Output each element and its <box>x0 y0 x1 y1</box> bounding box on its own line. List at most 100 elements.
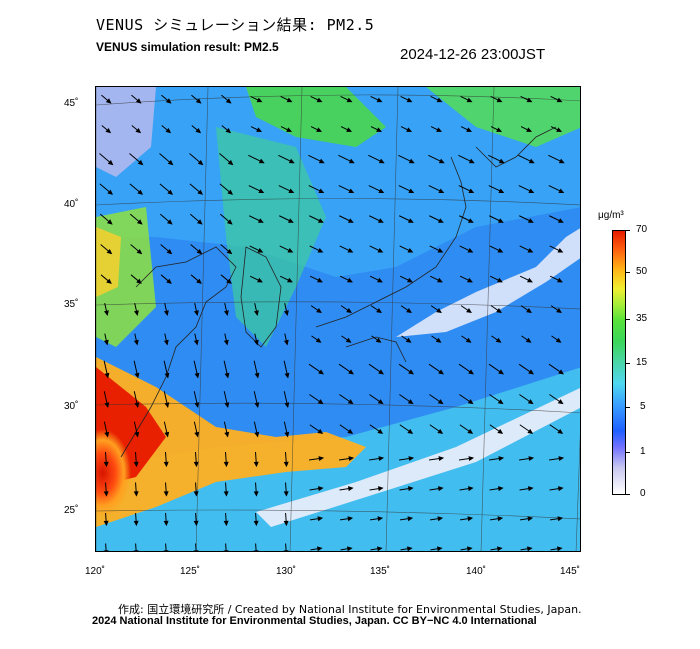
wind-arrow-head <box>436 127 443 132</box>
wind-arrow-head <box>377 486 384 492</box>
wind-arrow-head <box>287 248 294 253</box>
wind-arrow-head <box>167 189 174 195</box>
colorbar-label-15: 15 <box>636 357 648 368</box>
wind-arrow-head <box>347 399 354 405</box>
wind-arrow-head <box>318 456 325 462</box>
lat-label-45: 45˚ <box>64 98 79 109</box>
wind-arrow-head <box>558 369 564 375</box>
wind-arrow-head <box>495 337 502 343</box>
wind-arrow-head <box>527 218 534 223</box>
pm25-map[interactable] <box>95 86 581 552</box>
wind-arrow-head <box>526 546 533 551</box>
lon-label-120: 120˚ <box>85 566 106 577</box>
pm25-yellow-west <box>96 227 121 297</box>
colorbar-tick <box>626 230 630 231</box>
wind-arrow-head <box>527 486 534 492</box>
wind-arrow-head <box>528 158 535 164</box>
colorbar-unit: μg/m³ <box>598 210 624 221</box>
wind-arrow-head <box>103 550 109 551</box>
wind-arrow-head <box>557 516 564 522</box>
wind-arrow-head <box>465 337 472 343</box>
wind-arrow-head <box>466 308 472 314</box>
wind-arrow-head <box>193 550 199 551</box>
wind-arrow-head <box>283 550 289 551</box>
wind-arrow-head <box>283 520 289 527</box>
wind-arrow-head <box>525 337 532 343</box>
forecast-timestamp: 2024-12-26 23:00JST <box>400 46 546 63</box>
wind-arrow-head <box>466 97 473 103</box>
wind-arrow-head <box>556 97 563 103</box>
wind-arrow-shaft <box>225 543 227 551</box>
wind-arrow-head <box>253 461 259 468</box>
wind-arrow-head <box>134 372 140 379</box>
wind-arrow-head <box>467 486 474 492</box>
wind-arrow-head <box>378 369 384 375</box>
wind-arrow-head <box>193 461 199 468</box>
wind-arrow-head <box>498 188 505 193</box>
wind-arrow-head <box>408 188 415 193</box>
map-canvas <box>96 87 580 551</box>
wind-arrow-head <box>283 491 289 497</box>
wind-arrow-head <box>165 98 172 104</box>
wind-arrow-head <box>406 308 412 314</box>
colorbar-label-50: 50 <box>636 266 648 277</box>
wind-arrow-head <box>253 520 259 527</box>
wind-arrow-head <box>164 402 170 408</box>
wind-arrow-head <box>377 516 384 522</box>
wind-arrow-head <box>193 491 199 497</box>
wind-arrow-head <box>136 248 143 255</box>
wind-arrow-head <box>496 308 502 314</box>
wind-arrow-head <box>254 431 260 438</box>
colorbar-label-35: 35 <box>636 313 648 324</box>
wind-arrow-head <box>193 310 199 316</box>
wind-arrow-head <box>498 369 504 375</box>
wind-arrow-head <box>133 461 139 468</box>
wind-arrow-shaft <box>285 543 287 551</box>
wind-arrow-head <box>527 516 534 522</box>
wind-arrow-head <box>256 97 263 103</box>
colorbar-tick <box>626 494 630 495</box>
pm25-clean-japan <box>396 228 580 337</box>
wind-arrow-head <box>257 277 263 283</box>
wind-arrow-head <box>223 520 229 527</box>
wind-arrow-head <box>496 546 503 551</box>
wind-arrow-head <box>104 431 110 438</box>
wind-arrow-head <box>253 310 259 316</box>
wind-arrow-head <box>316 97 323 103</box>
wind-arrow-head <box>406 127 413 132</box>
wind-arrow-head <box>223 550 229 551</box>
pm25-clean-northwest <box>96 87 156 177</box>
wind-arrow-shaft <box>105 543 107 551</box>
wind-arrow-shaft <box>135 543 137 551</box>
wind-arrow-head <box>195 98 202 104</box>
wind-arrow-head <box>196 219 203 225</box>
wind-arrow-head <box>468 158 475 164</box>
wind-arrow-head <box>317 248 324 253</box>
wind-arrow-head <box>498 158 505 164</box>
wind-arrow-head <box>497 218 504 223</box>
wind-arrow-head <box>135 98 142 104</box>
wind-arrow-head <box>527 428 534 434</box>
wind-arrow-head <box>346 97 353 103</box>
wind-arrow-head <box>316 308 322 314</box>
wind-arrow-head <box>316 546 323 551</box>
wind-arrow-head <box>197 159 204 166</box>
wind-arrow-head <box>376 546 383 551</box>
wind-arrow-head <box>527 399 534 405</box>
wind-arrow-head <box>527 248 534 253</box>
pm25-hotspot <box>96 337 226 537</box>
wind-arrow-head <box>194 402 200 408</box>
wind-arrow-head <box>134 402 140 408</box>
wind-arrow-head <box>225 98 232 104</box>
wind-arrow-head <box>437 428 444 434</box>
wind-arrow-head <box>223 339 229 346</box>
wind-arrow-head <box>436 308 442 314</box>
wind-arrow-head <box>557 218 564 223</box>
wind-arrow-shaft <box>195 543 197 551</box>
pm25-green-northeast <box>426 87 580 147</box>
wind-arrow-head <box>164 372 170 379</box>
wind-arrow-head <box>407 218 414 223</box>
title-japanese: VENUS シミュレーション結果: PM2.5 <box>96 16 375 34</box>
wind-arrow-head <box>527 277 533 283</box>
wind-arrow-head <box>408 456 415 462</box>
